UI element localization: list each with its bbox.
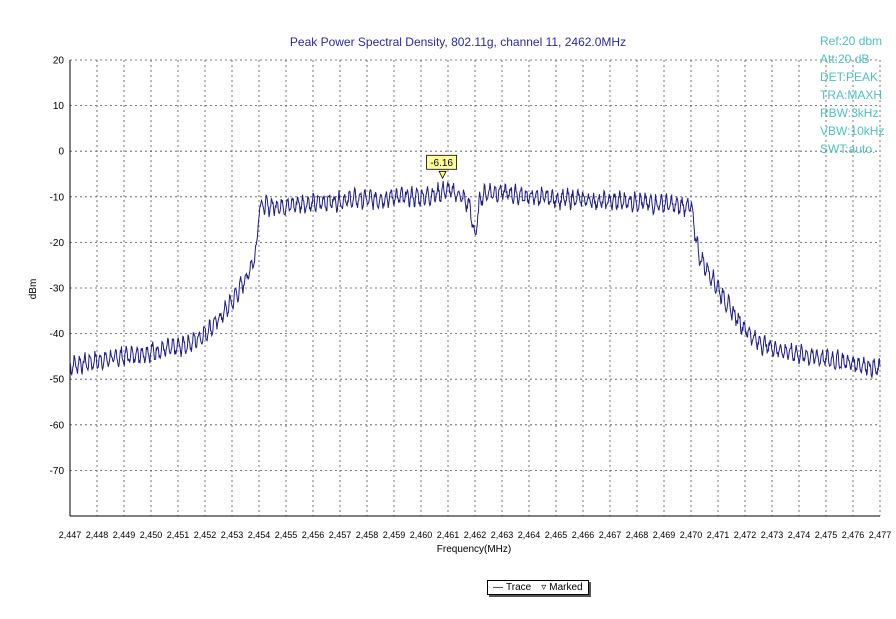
x-tick-label: 2,462: [464, 530, 487, 540]
y-tick-label: 10: [53, 101, 65, 112]
y-tick-label: -10: [50, 192, 65, 203]
y-tick-label: 20: [53, 56, 65, 67]
vbw-setting: VBW:10kHz: [820, 124, 885, 138]
y-tick-label: -50: [50, 375, 65, 386]
x-tick-label: 2,477: [869, 530, 892, 540]
triangle-down-icon: ▿: [541, 582, 547, 593]
x-tick-label: 2,472: [734, 530, 757, 540]
x-tick-label: 2,463: [491, 530, 514, 540]
trace-series: [69, 180, 881, 380]
x-tick-label: 2,467: [599, 530, 622, 540]
analyzer-settings: Ref:20 dbm Att:20 dB DET:PEAK TRA:MAXH R…: [820, 32, 884, 158]
rbw-setting: RBW:3kHz: [820, 106, 879, 120]
legend-trace-label: Trace: [506, 582, 532, 593]
trace-line: [69, 180, 881, 380]
marker-value-label: -6.16: [430, 158, 453, 169]
grid-lines: [69, 59, 881, 516]
x-tick-label: 2,453: [221, 530, 244, 540]
x-tick-label: 2,474: [788, 530, 811, 540]
x-tick-label: 2,450: [140, 530, 163, 540]
detector-setting: DET:PEAK: [820, 70, 879, 84]
x-tick-label: 2,461: [437, 530, 460, 540]
x-tick-label: 2,473: [761, 530, 784, 540]
trace-mode-setting: TRA:MAXH: [820, 88, 883, 102]
x-tick-label: 2,458: [356, 530, 379, 540]
x-tick-labels: 2,447 2,448 2,449 2,450 2,451 2,452 2,453 2,454…: [59, 530, 892, 540]
y-tick-labels: 20 10 0 -10 -20 -30 -40 -50 -60 -70: [50, 56, 65, 477]
attenuation-setting: Att:20 dB: [820, 52, 870, 66]
x-tick-label: 2,466: [572, 530, 595, 540]
x-tick-label: 2,456: [302, 530, 325, 540]
x-tick-label: 2,460: [410, 530, 433, 540]
x-tick-label: 2,455: [275, 530, 298, 540]
x-tick-label: 2,448: [86, 530, 109, 540]
chart-title: Peak Power Spectral Density, 802.11g, ch…: [290, 35, 626, 49]
legend-marked-label: Marked: [549, 582, 583, 593]
x-tick-label: 2,447: [59, 530, 82, 540]
x-tick-label: 2,457: [329, 530, 352, 540]
x-tick-label: 2,451: [167, 530, 190, 540]
x-tick-label: 2,475: [815, 530, 838, 540]
x-tick-label: 2,464: [518, 530, 541, 540]
x-tick-label: 2,454: [248, 530, 271, 540]
peak-marker: -6.16: [426, 154, 458, 180]
legend-item-marked[interactable]: ▿ Marked: [541, 582, 582, 593]
y-tick-label: -30: [50, 284, 65, 295]
line-icon: —: [493, 582, 503, 593]
x-tick-label: 2,449: [113, 530, 136, 540]
x-tick-label: 2,471: [707, 530, 730, 540]
x-tick-label: 2,468: [626, 530, 649, 540]
x-tick-label: 2,452: [194, 530, 217, 540]
ref-level-setting: Ref:20 dbm: [820, 34, 883, 48]
y-tick-label: -60: [50, 420, 65, 431]
chart-legend: — Trace ▿ Marked: [487, 580, 589, 595]
legend-item-trace[interactable]: — Trace: [493, 582, 531, 593]
x-tick-label: 2,470: [680, 530, 703, 540]
sweep-time-setting: SWT:auto.: [820, 142, 876, 156]
marker-triangle[interactable]: [438, 170, 447, 180]
y-tick-label: -70: [50, 466, 65, 477]
x-tick-label: 2,465: [545, 530, 568, 540]
axes: [69, 60, 880, 517]
y-tick-label: -40: [50, 329, 65, 340]
marker-label-box: [426, 154, 458, 170]
x-tick-label: 2,459: [383, 530, 406, 540]
y-axis-label: dBm: [28, 279, 39, 300]
x-axis-label: Frequency(MHz): [437, 544, 511, 555]
y-tick-label: 0: [58, 147, 64, 158]
x-tick-label: 2,469: [653, 530, 676, 540]
x-tick-label: 2,476: [842, 530, 865, 540]
y-tick-label: -20: [50, 238, 65, 249]
